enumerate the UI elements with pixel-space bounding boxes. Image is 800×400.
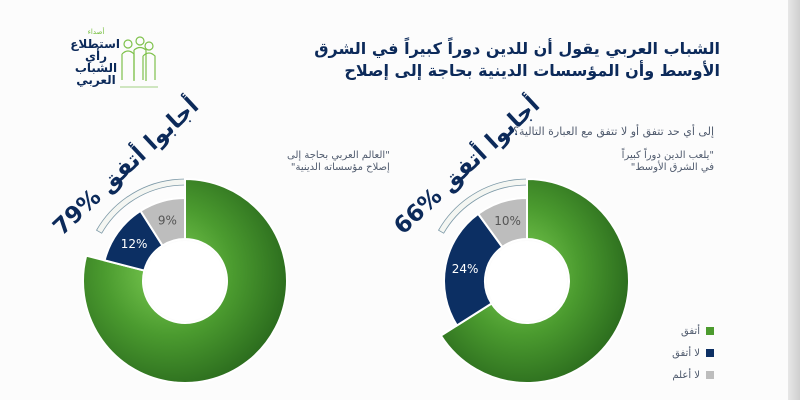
logo-line-1: استطلاع: [70, 37, 120, 51]
statement-2-line-1: "العالم العربي بحاجة إلى: [287, 150, 390, 161]
statement-institution-reform: "العالم العربي بحاجة إلى إصلاح مؤسساته ا…: [287, 150, 390, 174]
legend-label-agree: أتفق: [681, 325, 700, 337]
statement-1-line-1: "يلعب الدين دوراً كبيراً: [621, 150, 714, 161]
chart-2-segment-dontknow: [139, 196, 186, 247]
legend-label-dontknow: لا أعلم: [672, 369, 700, 381]
chart-2-segment-agree: [82, 177, 288, 384]
dontknow-swatch: [706, 371, 714, 379]
survey-question: إلى أي حد تتفق أو لا تتفق مع العبارة الت…: [513, 125, 714, 138]
statement-1-line-2: في الشرق الأوسط": [630, 162, 714, 173]
chart-legend: أتفق لا أتفق لا أعلم: [604, 320, 714, 386]
disagree-swatch: [706, 349, 714, 357]
title-line-2: الأوسط وأن المؤسسات الدينية بحاجة إلى إص…: [344, 61, 720, 80]
chart-1-label-dontknow: 10%: [494, 214, 521, 228]
youth-people-icon: [121, 36, 156, 81]
chart-1-center-hole: [487, 241, 567, 321]
agree-swatch: [706, 327, 714, 335]
legend-label-disagree: لا أتفق: [672, 347, 700, 359]
page-edge: [788, 0, 800, 400]
statement-religion-role: "يلعب الدين دوراً كبيراً في الشرق الأوسط…: [622, 150, 714, 174]
legend-item-agree: أتفق: [604, 320, 714, 342]
logo-line-3: العربي: [76, 73, 116, 87]
legend-item-disagree: لا أتفق: [604, 342, 714, 364]
chart-1-segment-dontknow: [476, 196, 528, 249]
chart-2-label-dontknow: 9%: [158, 214, 177, 228]
logo-title: استطلاع رأي الشباب العربي: [70, 37, 120, 87]
brand-logo: أصداء استطلاع رأي الشباب العربي: [62, 28, 162, 98]
chart-1-label-disagree: 24%: [452, 262, 479, 276]
logo-underline: [120, 86, 158, 88]
chart-1-segment-agree: [439, 177, 630, 384]
logo-line-2: رأي الشباب: [74, 49, 118, 75]
logo-brand: أصداء: [87, 28, 105, 36]
chart-2-center-hole: [145, 241, 225, 321]
statement-2-line-2: إصلاح مؤسساته الدينية": [290, 162, 390, 173]
page-title: الشباب العربي يقول أن للدين دوراً كبيراً…: [310, 38, 720, 82]
chart-2-label-disagree: 12%: [121, 237, 148, 251]
legend-item-dontknow: لا أعلم: [604, 364, 714, 386]
title-line-1: الشباب العربي يقول أن للدين دوراً كبيراً…: [314, 39, 720, 58]
chart-1-segment-disagree: [443, 212, 504, 327]
